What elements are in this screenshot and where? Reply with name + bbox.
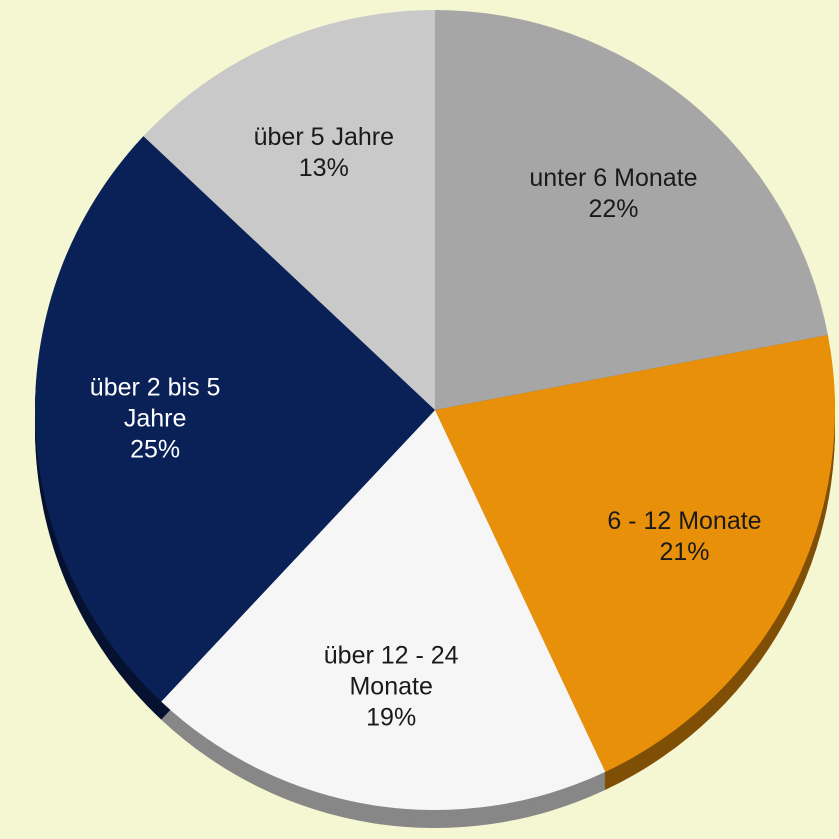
value-label: 22% <box>588 195 639 224</box>
category-label: 6 - 12 Monate <box>607 507 762 536</box>
slice <box>161 410 606 810</box>
slice <box>143 10 436 410</box>
data-label: unter 6 Monate 22% <box>513 163 713 225</box>
value-label: 19% <box>366 703 417 732</box>
data-label: über 12 - 24 Monate 19% <box>291 640 491 733</box>
value-label: 21% <box>659 538 710 567</box>
data-label: über 2 bis 5 Jahre 25% <box>55 372 255 465</box>
slice <box>435 10 828 410</box>
category-label: über 12 - 24 Monate <box>323 641 459 701</box>
slice <box>35 136 435 702</box>
slice <box>435 335 835 772</box>
category-label: unter 6 Monate <box>529 164 698 193</box>
data-label: über 5 Jahre 13% <box>224 122 424 184</box>
category-label: über 5 Jahre <box>253 123 394 152</box>
category-label: über 2 bis 5 Jahre <box>89 373 221 433</box>
data-label: 6 - 12 Monate 21% <box>584 506 784 568</box>
value-label: 25% <box>130 435 181 464</box>
value-label: 13% <box>298 154 349 183</box>
